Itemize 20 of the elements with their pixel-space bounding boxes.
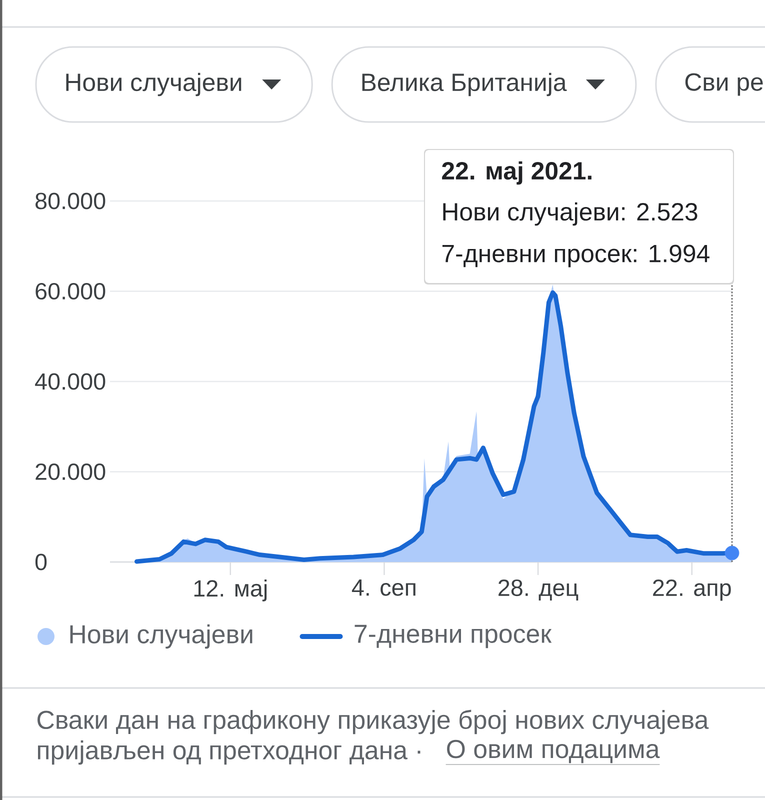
text: О овим подацима [447,740,660,764]
x-tick-label: 4. сеп [352,580,416,596]
text: Сви ре [685,73,763,96]
text: Нови случајеви [66,72,242,96]
y-tick-label: 60.000 [36,282,106,300]
text: 22. мај 2021. [442,161,592,185]
y-tick-label: 80.000 [36,192,106,210]
y-tick-label: 0 [35,554,47,570]
x-tick-label: 28. дец [498,580,578,601]
y-tick-label: 20.000 [36,463,106,480]
y-tick-label: 40.000 [35,373,106,390]
legend-label: 7-дневни просек [354,624,552,648]
text: Велика Британија [362,72,567,96]
x-tick-label: 22. апр [653,580,731,601]
text: Сваки дан на графикону приказује број нових случајева [38,710,709,734]
text: пријављен од претходног дана · [38,740,420,765]
x-tick-label: 12. мај [194,580,267,602]
annotation: 7-дневни просек: 1.994 [442,244,710,268]
legend-label: Нови случајеви [70,624,252,649]
annotation: Нови случајеви: 2.523 [443,202,698,226]
